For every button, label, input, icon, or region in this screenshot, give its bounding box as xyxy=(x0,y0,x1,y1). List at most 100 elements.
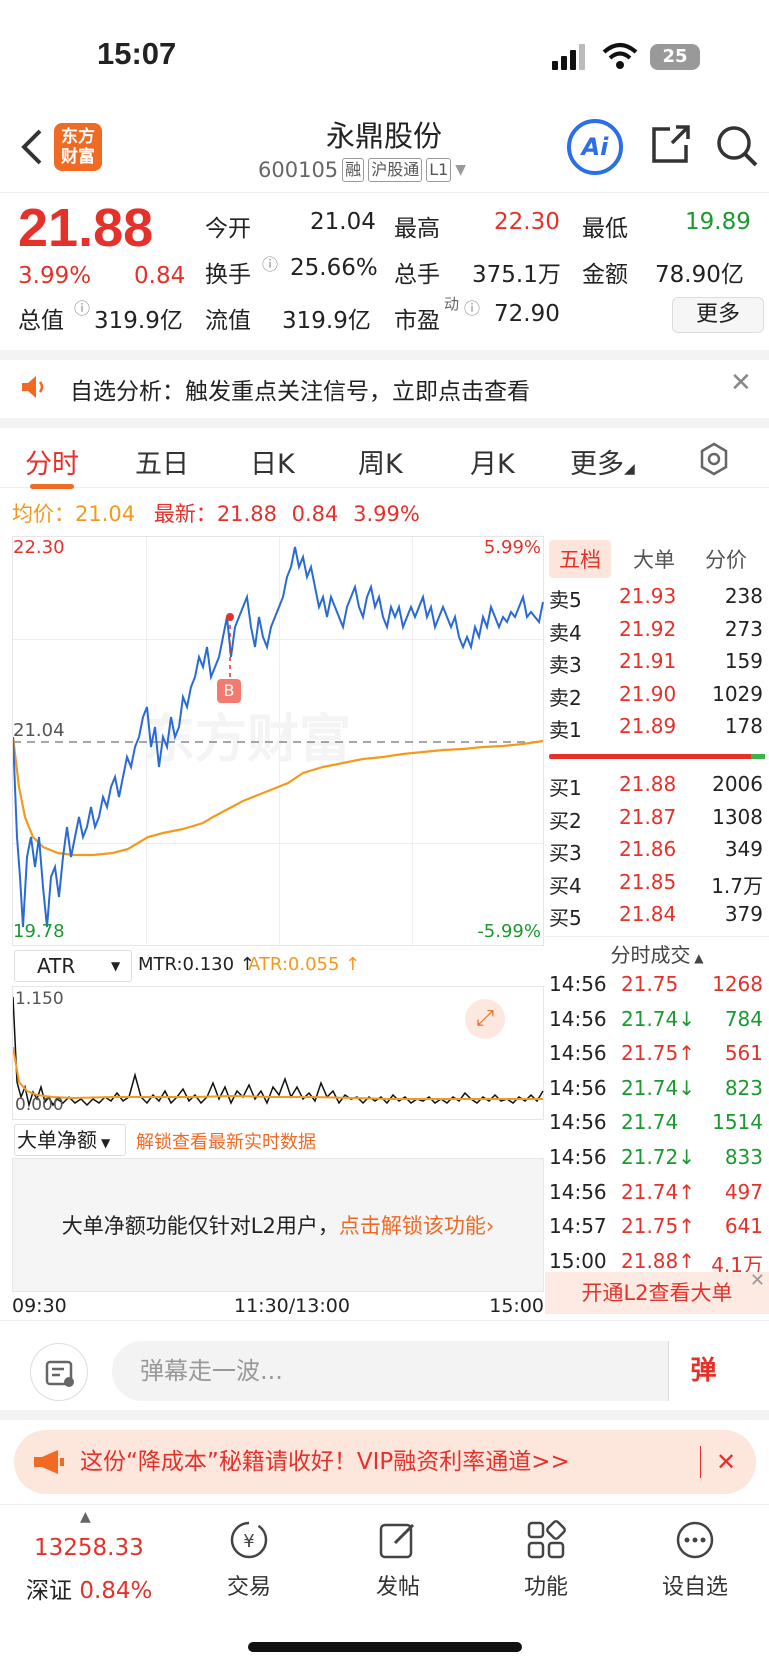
tick-time: 14:57 xyxy=(549,1214,607,1239)
app-logo[interactable]: 东方财富 xyxy=(54,123,102,171)
search-icon[interactable] xyxy=(714,123,760,169)
ask-row[interactable]: 卖3 21.91 159 xyxy=(545,649,769,679)
ask-row[interactable]: 卖4 21.92 273 xyxy=(545,617,769,647)
bid-row[interactable]: 买3 21.86 349 xyxy=(545,837,769,867)
level-label: 买4 xyxy=(549,873,582,898)
expand-icon[interactable]: ⤢ xyxy=(465,999,505,1039)
tab-five-day[interactable]: 五日 xyxy=(135,449,189,480)
bid-row[interactable]: 买2 21.87 1308 xyxy=(545,805,769,835)
tab-big-orders[interactable]: 大单 xyxy=(633,548,675,572)
level-price: 21.90 xyxy=(619,681,677,706)
ask-row[interactable]: 卖5 21.93 238 xyxy=(545,584,769,614)
tick-row: 14:56 21.74↑ 497 xyxy=(545,1180,769,1210)
tick-price: 21.74 xyxy=(621,1110,679,1135)
tick-volume: 833 xyxy=(724,1145,763,1169)
stock-code: 600105 xyxy=(258,158,339,182)
tab-five-levels[interactable]: 五档 xyxy=(549,540,611,578)
caret-down-icon: ▼ xyxy=(455,162,467,178)
unlock-feature-link[interactable]: 点击解锁该功能 xyxy=(338,1214,486,1238)
latest-label: 最新： xyxy=(153,502,217,526)
status-bar: 15:07 25 xyxy=(0,0,769,105)
change-value: 0.84 xyxy=(134,263,186,289)
danmu-input[interactable]: 弹幕走一波... xyxy=(112,1341,738,1401)
index-name[interactable]: 深证 0.84% xyxy=(26,1571,152,1605)
big-order-selector[interactable]: 大单净额 ▼ xyxy=(14,1124,126,1156)
change-pct: 3.99% xyxy=(18,263,92,289)
ask-row[interactable]: 卖1 21.89 178 xyxy=(545,714,769,744)
atr-selector-label: ATR xyxy=(37,954,76,978)
turnover-value: 25.66% xyxy=(290,255,378,281)
tab-intraday[interactable]: 分时 xyxy=(25,449,79,480)
tab-price-dist[interactable]: 分价 xyxy=(705,548,747,572)
share-icon[interactable] xyxy=(648,123,692,167)
l2-upgrade-button[interactable]: 开通L2查看大单 ✕ xyxy=(545,1270,769,1314)
volume-value: 375.1万 xyxy=(472,262,561,288)
nav-post-label: 发帖 xyxy=(375,1575,420,1600)
level-label: 卖4 xyxy=(549,620,582,645)
tick-price: 21.74↑ xyxy=(621,1179,696,1204)
atr-selector[interactable]: ATR ▼ xyxy=(14,950,132,982)
ask-row[interactable]: 卖2 21.90 1029 xyxy=(545,682,769,712)
nav-add-watchlist-label: 设自选 xyxy=(661,1575,728,1600)
total-cap-value: 319.9亿 xyxy=(94,308,183,334)
y-mid-label: 21.04 xyxy=(13,720,65,741)
danmu-settings-icon[interactable] xyxy=(30,1343,88,1401)
ticks-title[interactable]: 分时成交 ▲ xyxy=(545,936,769,967)
level-volume: 379 xyxy=(724,902,763,926)
level-price: 21.85 xyxy=(619,869,677,894)
tab-monthly-k[interactable]: 月K xyxy=(470,449,515,480)
tab-weekly-k[interactable]: 周K xyxy=(358,449,403,480)
unlock-link[interactable]: 解锁查看最新实时数据 xyxy=(136,1132,316,1153)
atr-y-bottom: 0.000 xyxy=(15,1095,64,1115)
tab-more[interactable]: 更多◢ xyxy=(570,442,635,481)
level-volume: 273 xyxy=(724,616,763,641)
close-icon[interactable]: ✕ xyxy=(730,368,752,398)
settings-icon[interactable] xyxy=(697,442,731,476)
l2-upgrade-label: 开通L2查看大单 xyxy=(581,1281,733,1305)
atr-lines xyxy=(13,996,544,1108)
tick-row: 14:56 21.74↓ 823 xyxy=(545,1076,769,1106)
watermark: 东方财富 xyxy=(143,710,352,770)
info-icon[interactable]: ⓘ xyxy=(464,299,481,318)
nav-post[interactable]: 发帖 xyxy=(343,1519,453,1601)
float-cap-label: 流值 xyxy=(205,308,251,334)
back-icon[interactable] xyxy=(18,127,46,167)
atr-chart[interactable]: 1.150 0.000 ⤢ xyxy=(12,986,544,1120)
more-button[interactable]: 更多 xyxy=(672,297,764,333)
tick-price: 21.75 xyxy=(621,972,679,996)
bid-row[interactable]: 买1 21.88 2006 xyxy=(545,772,769,802)
status-time: 15:07 xyxy=(97,36,177,71)
index-value[interactable]: 13258.33 xyxy=(34,1535,144,1561)
signal-icon xyxy=(552,44,585,70)
level-volume: 238 xyxy=(724,584,763,608)
info-icon[interactable]: ⓘ xyxy=(262,255,279,274)
bid-row[interactable]: 买4 21.85 1.7万 xyxy=(545,870,769,900)
danmu-send-button[interactable]: 弹 xyxy=(668,1341,738,1401)
grid-icon xyxy=(527,1520,566,1559)
level-label: 买5 xyxy=(549,906,582,930)
info-icon[interactable]: ⓘ xyxy=(74,299,91,318)
battery-icon: 25 xyxy=(650,44,700,70)
tick-volume: 784 xyxy=(724,1006,763,1031)
promo-banner[interactable]: 这份“降成本”秘籍请收好！VIP融资利率通道>> ✕ xyxy=(14,1430,756,1494)
nav-add-watchlist[interactable]: 设自选 xyxy=(640,1519,750,1601)
bid-row[interactable]: 买5 21.84 379 xyxy=(545,902,769,932)
ai-button[interactable]: Ai xyxy=(567,119,623,175)
close-icon[interactable]: ✕ xyxy=(749,1270,765,1291)
pct-top-label: 5.99% xyxy=(483,537,541,558)
atr-line xyxy=(13,1046,543,1100)
buy-marker[interactable]: B xyxy=(217,679,241,703)
stock-code-row[interactable]: 600105 融 沪股通 L1 ▼ xyxy=(258,155,466,185)
caret-down-icon: ▼ xyxy=(111,959,121,973)
nav-functions[interactable]: 功能 xyxy=(491,1519,601,1601)
bid-ask-ratio-green xyxy=(751,754,765,759)
close-icon[interactable]: ✕ xyxy=(716,1448,737,1476)
tab-daily-k[interactable]: 日K xyxy=(250,449,295,480)
bid-ask-ratio-bar xyxy=(549,754,765,759)
notice-bar[interactable]: 自选分析：触发重点关注信号，立即点击查看 ✕ xyxy=(0,350,769,418)
tick-time: 14:56 xyxy=(549,1075,607,1100)
intraday-chart[interactable]: 东方财富 B 22.30 21.04 19.78 5.99% -5.99% xyxy=(12,536,545,946)
tick-price: 21.75↑ xyxy=(621,1214,696,1239)
nav-trade[interactable]: ¥ 交易 xyxy=(194,1519,304,1601)
tab-more-label: 更多 xyxy=(570,449,624,480)
